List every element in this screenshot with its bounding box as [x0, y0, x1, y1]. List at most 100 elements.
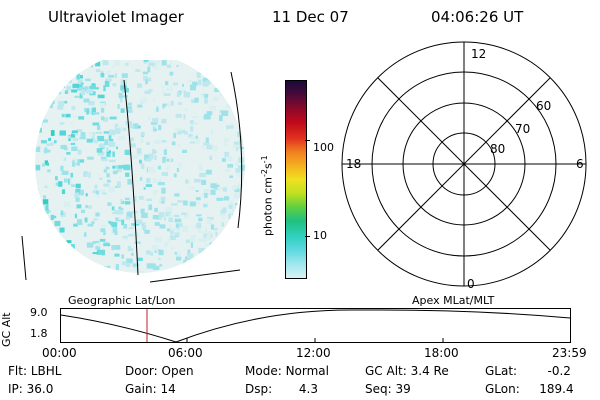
emission-pixel: [76, 73, 80, 80]
emission-pixel: [231, 185, 238, 190]
emission-pixel: [171, 203, 178, 206]
emission-pixel: [47, 88, 55, 94]
emission-pixel: [219, 278, 225, 284]
emission-pixel: [162, 90, 165, 94]
emission-pixel: [42, 163, 46, 167]
emission-pixel: [87, 205, 93, 209]
emission-pixel: [165, 211, 172, 217]
emission-pixel: [152, 118, 159, 123]
emission-pixel: [218, 265, 226, 272]
emission-pixel: [125, 275, 129, 277]
emission-pixel: [42, 205, 47, 211]
emission-pixel: [238, 246, 241, 249]
emission-pixel: [208, 269, 213, 273]
emission-pixel: [39, 226, 45, 231]
emission-pixel: [225, 244, 229, 250]
emission-pixel: [95, 243, 101, 247]
emission-pixel: [126, 212, 133, 218]
emission-pixel: [161, 86, 165, 89]
emission-pixel: [151, 277, 156, 280]
emission-pixel: [249, 197, 256, 201]
emission-pixel: [199, 172, 206, 178]
emission-pixel: [127, 178, 133, 185]
emission-pixel: [83, 87, 86, 90]
emission-pixel: [228, 125, 234, 129]
emission-pixel: [207, 231, 211, 237]
emission-pixel: [112, 165, 116, 169]
emission-pixel: [173, 173, 177, 178]
mode-key: Mode:: [245, 364, 282, 378]
emission-pixel: [210, 189, 216, 195]
emission-pixel: [42, 254, 47, 258]
altitude-curve: [60, 309, 571, 343]
emission-pixel: [206, 221, 212, 225]
emission-pixel: [39, 120, 43, 125]
emission-pixel: [80, 75, 83, 79]
emission-pixel: [71, 244, 75, 250]
emission-pixel: [227, 164, 234, 168]
emission-pixel: [138, 271, 144, 273]
emission-pixel: [165, 81, 169, 86]
emission-pixel: [221, 110, 229, 116]
emission-pixel: [124, 197, 130, 201]
emission-pixel: [153, 189, 159, 193]
emission-pixel: [92, 112, 100, 115]
emission-pixel: [210, 277, 214, 282]
emission-pixel: [229, 175, 234, 178]
emission-pixel: [91, 135, 95, 141]
emission-pixel: [86, 267, 91, 272]
emission-pixel: [120, 280, 125, 283]
emission-pixel: [191, 122, 198, 125]
emission-pixel: [235, 243, 242, 248]
emission-pixel: [111, 271, 116, 273]
emission-pixel: [43, 115, 46, 121]
emission-pixel: [117, 104, 120, 109]
emission-pixel: [119, 176, 122, 180]
emission-pixel: [50, 214, 55, 220]
colorbar-tick-100: [305, 140, 310, 141]
emission-pixel: [125, 216, 130, 220]
emission-pixel: [145, 77, 152, 82]
emission-pixel: [249, 250, 256, 255]
emission-pixel: [71, 146, 78, 151]
emission-pixel: [162, 103, 165, 109]
emission-pixel: [249, 179, 255, 184]
emission-pixel: [72, 273, 76, 279]
emission-pixel: [207, 69, 214, 72]
emission-pixel: [103, 85, 106, 92]
emission-pixel: [189, 141, 196, 144]
emission-pixel: [163, 149, 167, 155]
emission-pixel: [37, 115, 44, 118]
emission-pixel: [131, 252, 134, 256]
emission-pixel: [100, 103, 106, 108]
emission-pixel: [203, 60, 210, 64]
field-dsp: Dsp: 4.3: [245, 382, 318, 396]
emission-pixel: [108, 142, 116, 147]
ip-value: 36.0: [26, 382, 54, 396]
emission-pixel: [88, 172, 91, 178]
emission-pixel: [158, 212, 165, 218]
emission-pixel: [234, 192, 241, 199]
emission-pixel: [55, 182, 60, 186]
emission-pixel: [74, 132, 78, 136]
emission-pixel: [57, 249, 65, 254]
emission-pixel: [146, 198, 153, 201]
emission-pixel: [76, 204, 82, 209]
emission-pixel: [60, 210, 64, 214]
emission-pixel: [187, 268, 194, 272]
emission-pixel: [95, 245, 99, 250]
emission-pixel: [184, 212, 189, 219]
emission-pixel: [42, 80, 49, 84]
unit-exp-s: -1: [260, 155, 269, 164]
emission-pixel: [88, 100, 95, 106]
emission-pixel: [92, 275, 96, 279]
emission-pixel: [92, 252, 99, 255]
emission-pixel: [116, 211, 124, 215]
emission-pixel: [235, 162, 239, 166]
emission-pixel: [248, 175, 253, 181]
emission-pixel: [245, 100, 250, 102]
emission-pixel: [102, 60, 109, 66]
emission-pixel: [242, 216, 245, 222]
emission-pixel: [181, 149, 187, 153]
emission-pixel: [148, 204, 153, 211]
